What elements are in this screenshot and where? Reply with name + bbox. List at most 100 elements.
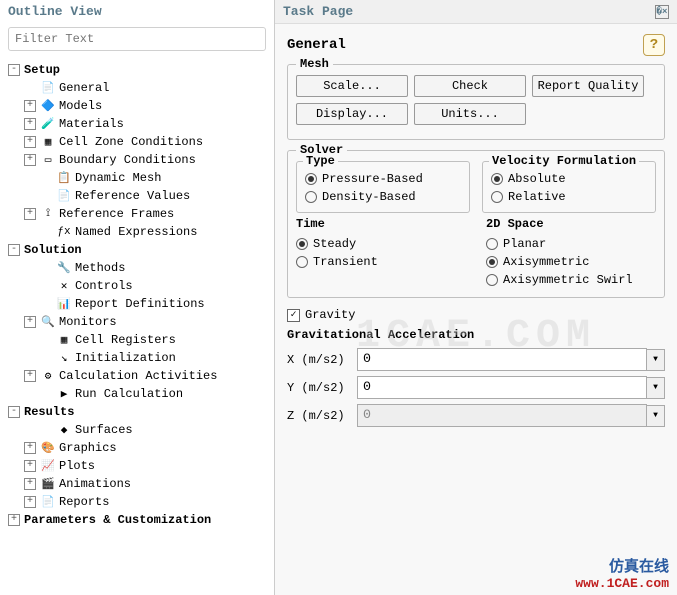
scale-button[interactable]: Scale... (296, 75, 408, 97)
radio-option[interactable]: Absolute (491, 170, 647, 188)
radio-option[interactable]: Transient (296, 253, 466, 271)
tree-label: Calculation Activities (59, 369, 217, 383)
tree-item[interactable]: 📄Reference Values (4, 187, 270, 205)
tree-icon: 🔷 (40, 99, 56, 113)
tree-item[interactable]: -Results (4, 403, 270, 421)
tree-icon: ▦ (40, 135, 56, 149)
radio-icon[interactable] (486, 274, 498, 286)
tree-item[interactable]: +Parameters & Customization (4, 511, 270, 529)
expand-icon[interactable]: + (24, 370, 36, 382)
task-header: Task Page �× (275, 0, 677, 24)
tree-label: Reference Values (75, 189, 190, 203)
expand-icon[interactable]: + (24, 316, 36, 328)
radio-icon[interactable] (486, 238, 498, 250)
tree-item[interactable]: ƒxNamed Expressions (4, 223, 270, 241)
tree-item[interactable]: 📄General (4, 79, 270, 97)
solver-group: Solver Type Pressure-BasedDensity-Based … (287, 150, 665, 298)
gravity-checkbox-row[interactable]: ✓ Gravity (287, 308, 665, 322)
expand-icon[interactable]: + (24, 478, 36, 490)
tree-item[interactable]: + ▦Cell Zone Conditions (4, 133, 270, 151)
help-icon[interactable]: ? (643, 34, 665, 56)
brand-url: www.1CAE.com (575, 576, 669, 591)
check-button[interactable]: Check (414, 75, 526, 97)
velocity-group: Velocity Formulation AbsoluteRelative (482, 161, 656, 213)
tree-label: Solution (24, 243, 82, 257)
filter-input[interactable] (8, 27, 266, 51)
radio-label: Transient (313, 255, 378, 269)
radio-icon[interactable] (491, 173, 503, 185)
tree-item[interactable]: 📋Dynamic Mesh (4, 169, 270, 187)
radio-option[interactable]: Steady (296, 235, 466, 253)
tree-item[interactable]: +📈Plots (4, 457, 270, 475)
radio-option[interactable]: Density-Based (305, 188, 461, 206)
radio-icon[interactable] (296, 256, 308, 268)
units-button[interactable]: Units... (414, 103, 526, 125)
footer-brand: 仿真在线 www.1CAE.com (575, 555, 669, 591)
radio-label: Axisymmetric Swirl (503, 273, 633, 287)
expand-icon[interactable]: + (24, 118, 36, 130)
expand-icon[interactable]: + (24, 136, 36, 148)
grav-accel-title: Gravitational Acceleration (287, 328, 665, 342)
radio-icon[interactable] (296, 238, 308, 250)
radio-icon[interactable] (305, 173, 317, 185)
expand-icon[interactable]: - (8, 406, 20, 418)
tree-item[interactable]: +⟟Reference Frames (4, 205, 270, 223)
expand-icon[interactable]: + (24, 208, 36, 220)
tree-item[interactable]: 🔧Methods (4, 259, 270, 277)
tree-item[interactable]: -Solution (4, 241, 270, 259)
tree-item[interactable]: -Setup (4, 61, 270, 79)
radio-icon[interactable] (491, 191, 503, 203)
report-quality-button[interactable]: Report Quality (532, 75, 644, 97)
tree-item[interactable]: +🧪Materials (4, 115, 270, 133)
tree-item[interactable]: ◆Surfaces (4, 421, 270, 439)
radio-option[interactable]: Axisymmetric Swirl (486, 271, 656, 289)
tree-label: Graphics (59, 441, 117, 455)
tree-item[interactable]: ▦Cell Registers (4, 331, 270, 349)
grav-input[interactable] (357, 348, 647, 371)
gravity-checkbox[interactable]: ✓ (287, 309, 300, 322)
expand-icon[interactable]: + (24, 154, 36, 166)
expand-icon[interactable]: - (8, 244, 20, 256)
radio-label: Planar (503, 237, 546, 251)
tree-item[interactable]: +⚙Calculation Activities (4, 367, 270, 385)
tree-icon: 🧪 (40, 117, 56, 131)
radio-option[interactable]: Relative (491, 188, 647, 206)
expand-icon[interactable]: - (8, 64, 20, 76)
tree-item[interactable]: ↘Initialization (4, 349, 270, 367)
dropdown-icon[interactable]: ▼ (647, 377, 665, 399)
tree-label: Reference Frames (59, 207, 174, 221)
tree-label: Cell Zone Conditions (59, 135, 203, 149)
radio-option[interactable]: Pressure-Based (305, 170, 461, 188)
tree-item[interactable]: +🎬Animations (4, 475, 270, 493)
grav-axis-label: Y (m/s2) (287, 381, 357, 395)
grav-input[interactable] (357, 376, 647, 399)
expand-icon[interactable]: + (24, 496, 36, 508)
tree-label: Report Definitions (75, 297, 205, 311)
tree-item[interactable]: ▶Run Calculation (4, 385, 270, 403)
radio-label: Relative (508, 190, 566, 204)
tree-item[interactable]: +🔷Models (4, 97, 270, 115)
tree-item[interactable]: +▭Boundary Conditions (4, 151, 270, 169)
expand-icon[interactable]: + (8, 514, 20, 526)
tree-item[interactable]: +🔍Monitors (4, 313, 270, 331)
tree-item[interactable]: 📊Report Definitions (4, 295, 270, 313)
dropdown-icon[interactable]: ▼ (647, 405, 665, 427)
expand-icon[interactable]: + (24, 100, 36, 112)
radio-option[interactable]: Planar (486, 235, 656, 253)
radio-option[interactable]: Axisymmetric (486, 253, 656, 271)
expand-icon[interactable]: + (24, 460, 36, 472)
radio-label: Axisymmetric (503, 255, 589, 269)
dropdown-icon[interactable]: ▼ (647, 349, 665, 371)
tree-item[interactable]: +🎨Graphics (4, 439, 270, 457)
display-button[interactable]: Display... (296, 103, 408, 125)
tree-label: Plots (59, 459, 95, 473)
type-group: Type Pressure-BasedDensity-Based (296, 161, 470, 213)
tree-item[interactable]: +📄Reports (4, 493, 270, 511)
time-group: Time SteadyTransient (296, 217, 466, 289)
radio-icon[interactable] (486, 256, 498, 268)
expand-icon[interactable]: + (24, 442, 36, 454)
tree-icon: 🎬 (40, 477, 56, 491)
tree-item[interactable]: ✕Controls (4, 277, 270, 295)
radio-icon[interactable] (305, 191, 317, 203)
close-icon[interactable]: �× (655, 5, 669, 19)
